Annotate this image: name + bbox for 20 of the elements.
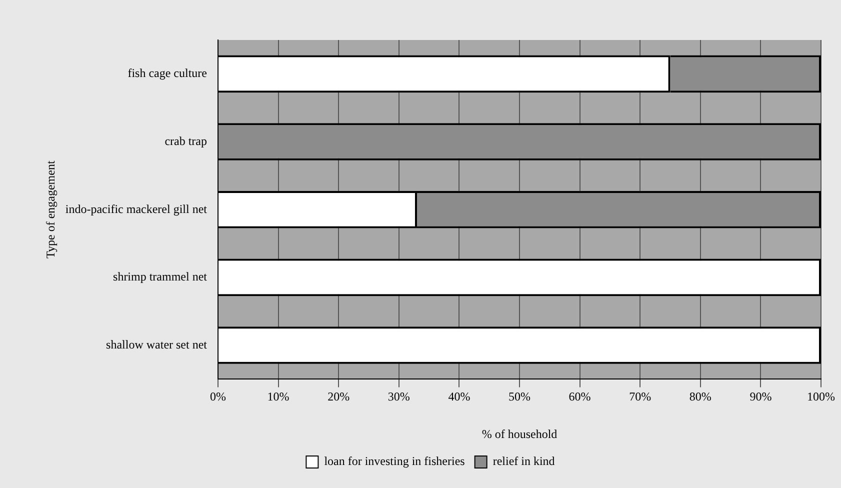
y-tick-label: indo-pacific mackerel gill net	[65, 202, 208, 216]
legend-label: loan for investing in fisheries	[324, 454, 466, 468]
y-tick-label: crab trap	[164, 134, 208, 148]
y-tick-label: fish cage culture	[128, 66, 208, 80]
x-tick-label: 80%	[689, 390, 712, 404]
x-tick-label: 90%	[750, 390, 772, 404]
x-tick-label: 0%	[210, 390, 226, 404]
y-axis-title: Type of engagement	[43, 160, 58, 258]
x-tick-label: 10%	[267, 390, 290, 404]
x-tick-label: 100%	[807, 390, 835, 404]
x-tick-label: 50%	[508, 390, 530, 404]
x-axis-title: % of household	[482, 426, 558, 441]
x-tick-label: 70%	[629, 390, 652, 404]
x-tick-label: 60%	[568, 390, 591, 404]
y-tick-label: shallow water set net	[106, 337, 208, 352]
x-tick-label: 30%	[388, 390, 410, 404]
x-tick-label: 20%	[328, 390, 350, 404]
y-tick-label: shrimp trammel net	[113, 270, 208, 284]
x-tick-label: 40%	[448, 390, 470, 404]
legend-label: relief in kind	[492, 454, 555, 468]
